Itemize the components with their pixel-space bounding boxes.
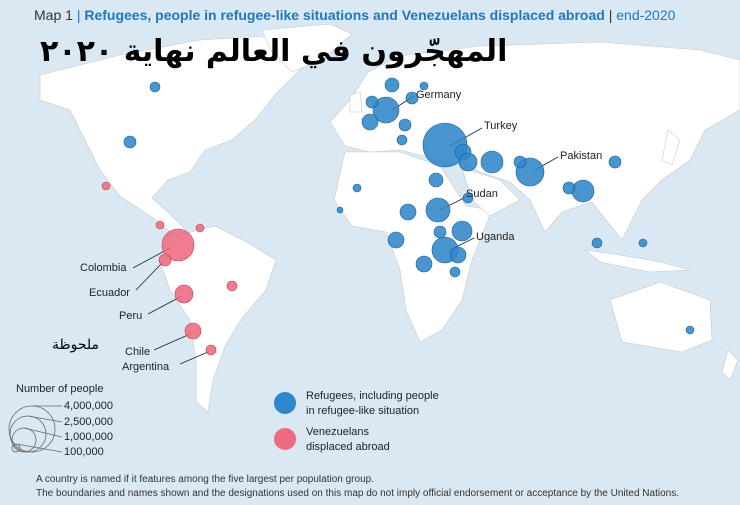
- bubble-mali: [352, 183, 362, 193]
- bubble-canada: [149, 81, 161, 93]
- bubble-egypt: [428, 172, 444, 188]
- bubble-france: [361, 113, 379, 131]
- period: end-2020: [616, 7, 676, 23]
- arabic-note: ملحوظة: [52, 337, 100, 353]
- leader-line: [153, 333, 191, 351]
- indonesia: [583, 249, 691, 273]
- label-ecuador: Ecuador: [89, 287, 130, 299]
- south-america: [159, 225, 277, 413]
- legend-venezuelans-label: Venezuelans displaced abroad: [306, 425, 390, 455]
- bubble-cameroon: [399, 203, 417, 221]
- legend-circle-4m: [8, 405, 56, 453]
- legend-venezuelans-line1: Venezuelans: [306, 426, 369, 438]
- legend-refugees-line1: Refugees, including people: [306, 390, 439, 402]
- bubble-chad: [387, 231, 405, 249]
- africa: [333, 151, 493, 343]
- bubble-sudan: [425, 197, 451, 223]
- bubble-germany: [372, 96, 400, 124]
- footnote-2: The boundaries and names shown and the d…: [36, 488, 679, 499]
- bubbles: [101, 77, 695, 356]
- bubble-united-states: [123, 135, 137, 149]
- label-argentina: Argentina: [122, 361, 170, 373]
- new-zealand: [721, 349, 739, 381]
- legend-circle-1m: [11, 427, 37, 453]
- bubble-senegal: [336, 206, 344, 214]
- arabic-title: المهجّرون في العالم نهاية ٢٠٢٠: [40, 34, 508, 69]
- label-sudan: Sudan: [466, 188, 498, 200]
- bubble-malaysia: [591, 237, 603, 249]
- bubble-italy: [396, 134, 408, 146]
- size-legend-title: Number of people: [16, 383, 104, 395]
- bubble-ethiopia: [451, 220, 473, 242]
- legend-size-2-5m: 2,500,000: [64, 416, 113, 428]
- bubble-mexico: [101, 181, 111, 191]
- bubble-argentina: [205, 344, 217, 356]
- bubble-tanzania: [449, 266, 461, 278]
- bubble-south-sudan: [433, 225, 447, 239]
- bubble-poland: [405, 91, 419, 105]
- bubble-iran: [480, 150, 504, 174]
- title-text: Refugees, people in refugee-like situati…: [84, 7, 605, 23]
- legend-tick: [23, 427, 63, 438]
- legend-tick: [27, 415, 63, 423]
- bubble-colombia: [161, 228, 195, 262]
- legend-size-100k: 100,000: [64, 446, 104, 458]
- greenland: [261, 23, 353, 73]
- land: [39, 23, 740, 413]
- leader-line: [179, 351, 209, 365]
- legend-size-4m: 4,000,000: [64, 400, 113, 412]
- legend-circle-2-5m: [9, 415, 47, 453]
- australia: [609, 281, 713, 353]
- label-colombia: Colombia: [80, 262, 127, 274]
- legend-venezuelans-line2: displaced abroad: [306, 441, 390, 453]
- label-pakistan: Pakistan: [560, 150, 603, 162]
- bubble-russia: [419, 81, 429, 91]
- bubble-dr-congo: [415, 255, 433, 273]
- bubble-jordan: [458, 152, 478, 172]
- uk: [349, 91, 363, 113]
- legend-refugees-swatch: [274, 392, 296, 414]
- bubble-china: [608, 155, 622, 169]
- bubble-kenya: [449, 246, 467, 264]
- footnote-1: A country is named if it features among …: [36, 474, 374, 485]
- legend-tick: [15, 443, 63, 453]
- leader-line: [135, 261, 164, 291]
- bubble-peru: [174, 284, 194, 304]
- legend-refugees-line2: in refugee-like situation: [306, 405, 420, 417]
- label-turkey: Turkey: [484, 120, 518, 132]
- legend-venezuelans-swatch: [274, 428, 296, 450]
- map-title: Map 1 | Refugees, people in refugee-like…: [34, 7, 675, 23]
- bubble-sweden: [384, 77, 400, 93]
- legend-refugees-label: Refugees, including people in refugee-li…: [306, 389, 439, 419]
- label-peru: Peru: [119, 310, 143, 322]
- bubble-panama: [155, 220, 165, 230]
- legend-size-1m: 1,000,000: [64, 431, 113, 443]
- bubble-chile: [184, 322, 202, 340]
- japan: [661, 129, 681, 166]
- bubble-australia: [685, 325, 695, 335]
- bubble-trinidad: [195, 223, 205, 233]
- bubble-netherlands: [365, 95, 379, 109]
- bubble-afghanistan: [513, 155, 527, 169]
- bubble-bangladesh: [571, 179, 595, 203]
- bubble-indonesia: [638, 238, 648, 248]
- bubble-austria: [398, 118, 412, 132]
- period-separator: |: [608, 7, 613, 23]
- label-uganda: Uganda: [476, 231, 515, 243]
- size-legend-circles: [8, 405, 63, 453]
- title-separator: |: [76, 7, 81, 23]
- label-germany: Germany: [416, 89, 462, 101]
- bubble-yemen: [462, 192, 474, 204]
- bubble-ecuador: [158, 253, 172, 267]
- map-number: Map 1: [34, 7, 73, 23]
- label-chile: Chile: [125, 346, 151, 358]
- bubble-thailand: [562, 181, 576, 195]
- bubble-brazil: [226, 280, 238, 292]
